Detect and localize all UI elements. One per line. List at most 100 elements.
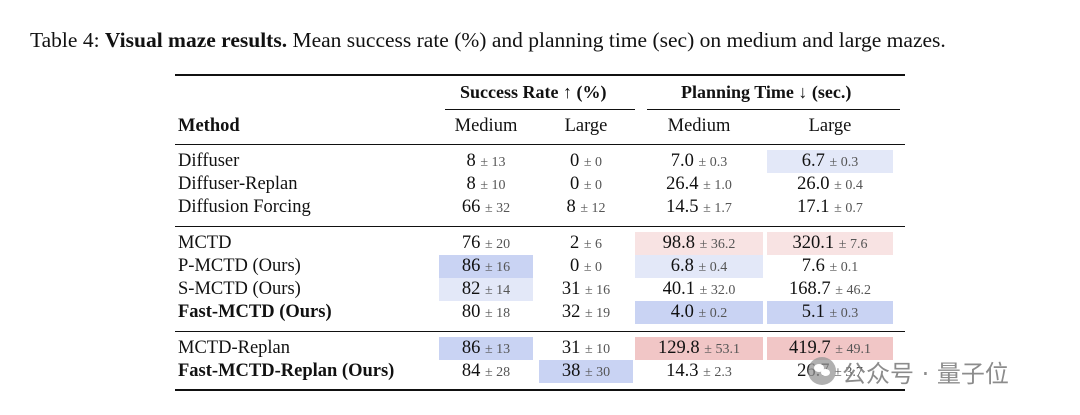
plus-minus-symbol: ±	[703, 178, 711, 193]
cell-std-value: 0.1	[840, 260, 859, 275]
plus-minus-symbol: ±	[583, 155, 592, 170]
cell-std-value: 10	[596, 342, 611, 357]
cell-mean: 31	[561, 279, 581, 299]
success-large-cell: 0 ± 0	[539, 255, 633, 278]
plus-minus-symbol: ±	[484, 306, 493, 321]
planning-medium-cell: 40.1 ± 32.0	[635, 278, 763, 301]
plus-minus-symbol: ±	[583, 178, 592, 193]
plus-minus-symbol: ±	[699, 283, 708, 298]
plus-minus-symbol: ±	[480, 155, 489, 170]
plus-minus-symbol: ±	[484, 365, 493, 380]
cell-std: ± 0.2	[699, 306, 728, 321]
cell-std-value: 0.3	[840, 306, 859, 321]
cell-mean: 6.7	[801, 151, 825, 171]
cell-std: ± 7.6	[839, 237, 868, 252]
cell-std-value: 13	[491, 155, 506, 170]
cell-std-value: 49.1	[846, 342, 871, 357]
plus-minus-symbol: ±	[829, 306, 838, 321]
cell-std: ± 0.1	[830, 260, 859, 275]
cell-mean: 8	[566, 197, 576, 217]
success-large-cell: 38 ± 30	[539, 360, 633, 383]
success-medium-cell: 76 ± 20	[439, 232, 533, 255]
cell-std: ± 32	[485, 201, 510, 216]
cell-mean: 86	[461, 338, 481, 358]
plus-minus-symbol: ±	[835, 342, 843, 357]
success-medium-cell: 8 ± 13	[439, 150, 533, 173]
cell-mean: 8	[466, 151, 476, 171]
cell-std-value: 0.3	[709, 155, 728, 170]
planning-medium-cell: 26.4 ± 1.0	[635, 173, 763, 196]
plus-minus-symbol: ±	[704, 342, 712, 357]
method-name: Fast-MCTD (Ours)	[178, 302, 332, 322]
cell-std: ± 0.3	[699, 155, 728, 170]
cell-std-value: 14	[496, 283, 511, 298]
method-name: Diffusion Forcing	[178, 197, 311, 217]
success-medium-cell: 80 ± 18	[439, 301, 533, 324]
method-name: MCTD-Replan	[178, 338, 291, 358]
planning-large-cell: 320.1 ± 7.6	[767, 232, 893, 255]
cell-std: ± 2.3	[703, 365, 732, 380]
table-caption: Table 4: Visual maze results. Mean succe…	[30, 28, 1070, 53]
cell-mean: 17.1	[797, 197, 830, 217]
cell-std: ± 49.1	[835, 342, 871, 357]
cell-std-value: 10	[491, 178, 506, 193]
planning-time-header: Planning Time ↓ (sec.)	[681, 82, 852, 102]
planning-large-cell: 7.6 ± 0.1	[767, 255, 893, 278]
plus-minus-symbol: ±	[584, 306, 593, 321]
planning-large-header: Large	[808, 116, 852, 136]
plus-minus-symbol: ±	[584, 365, 593, 380]
cell-std: ± 0.7	[834, 201, 863, 216]
cell-std: ± 10	[480, 178, 505, 193]
cell-std: ± 1.7	[703, 201, 732, 216]
plus-minus-symbol: ±	[698, 306, 707, 321]
success-medium-cell: 86 ± 16	[439, 255, 533, 278]
plus-minus-symbol: ±	[484, 283, 493, 298]
success-medium-cell: 66 ± 32	[439, 196, 533, 219]
planning-medium-cell: 6.8 ± 0.4	[635, 255, 763, 278]
cell-std: ± 36.2	[700, 237, 736, 252]
planning-large-cell: 17.1 ± 0.7	[767, 196, 893, 219]
cell-std-value: 19	[596, 306, 611, 321]
cell-mean: 26.0	[797, 174, 830, 194]
planning-medium-cell: 4.0 ± 0.2	[635, 301, 763, 324]
cell-std: ± 0.4	[834, 178, 863, 193]
plus-minus-symbol: ±	[580, 201, 589, 216]
plus-minus-symbol: ±	[484, 260, 493, 275]
cell-std-value: 32	[496, 201, 511, 216]
method-name: Diffuser-Replan	[178, 174, 298, 194]
cell-mean: 0	[569, 151, 580, 171]
caption-label: Table 4:	[30, 28, 100, 52]
cell-mean: 0	[569, 256, 580, 276]
planning-large-cell: 6.7 ± 0.3	[767, 150, 893, 173]
cell-mean: 7.6	[801, 256, 825, 276]
planning-medium-cell: 14.3 ± 2.3	[635, 360, 763, 383]
planning-medium-cell: 129.8 ± 53.1	[635, 337, 763, 360]
cell-std-value: 16	[496, 260, 511, 275]
cell-std: ± 46.2	[835, 283, 871, 298]
cell-std: ± 0.3	[830, 155, 859, 170]
planning-medium-cell: 7.0 ± 0.3	[635, 150, 763, 173]
cell-std: ± 20	[485, 237, 510, 252]
table-row: Fast-MCTD (Ours) 80 ± 18 32 ± 19 4.0 ± 0.2 5…	[175, 301, 905, 324]
cell-mean: 2	[569, 233, 580, 253]
cell-std: ± 3.7	[834, 365, 863, 380]
cell-mean: 80	[461, 302, 481, 322]
table-row: P-MCTD (Ours) 86 ± 16 0 ± 0 6.8 ± 0.4 7.6 ± …	[175, 255, 905, 278]
table-row: Diffusion Forcing 66 ± 32 8 ± 12 14.5 ± 1.7…	[175, 196, 905, 219]
success-large-cell: 0 ± 0	[539, 173, 633, 196]
cell-mean: 82	[461, 279, 481, 299]
cell-mean: 8	[466, 174, 476, 194]
cell-std-value: 0.4	[709, 260, 728, 275]
plus-minus-symbol: ±	[698, 260, 707, 275]
cell-std-value: 0.4	[845, 178, 863, 193]
cell-mean: 0	[569, 174, 580, 194]
cell-mean: 6.8	[670, 256, 694, 276]
cell-std-value: 0.2	[709, 306, 728, 321]
cell-std: ± 1.0	[703, 178, 732, 193]
cell-std-value: 16	[596, 283, 611, 298]
success-large-cell: 2 ± 6	[539, 232, 633, 255]
planning-medium-cell: 14.5 ± 1.7	[635, 196, 763, 219]
cell-std-value: 53.1	[715, 342, 740, 357]
cell-std: ± 53.1	[704, 342, 740, 357]
cell-std-value: 2.3	[714, 365, 732, 380]
